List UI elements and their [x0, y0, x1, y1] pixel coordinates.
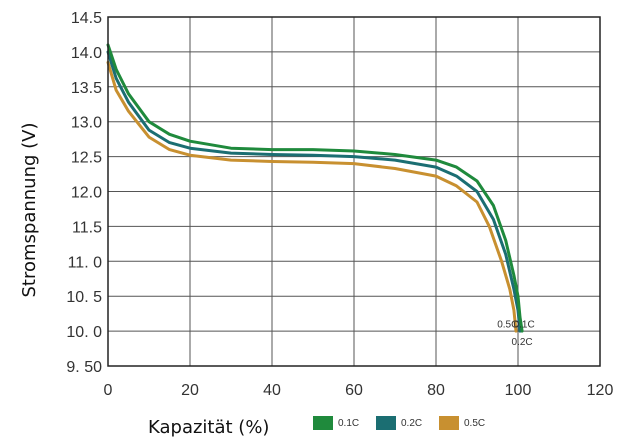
y-tick-label: 12.5 — [71, 150, 102, 167]
series-end-label: 0.2C — [512, 337, 533, 348]
legend-label: 0.1C — [338, 418, 359, 429]
legend-swatch — [313, 416, 333, 430]
x-tick-label: 80 — [427, 382, 445, 399]
y-axis-label: Stromspannung (V) — [19, 122, 40, 297]
series-line-0-5C — [106, 60, 518, 333]
y-tick-label: 9. 50 — [66, 359, 102, 376]
plot-frame — [107, 16, 601, 367]
series-lines — [106, 43, 524, 333]
y-tick-label: 11.5 — [72, 219, 102, 236]
legend-label: 0.2C — [401, 418, 422, 429]
x-tick-labels: 0 20 40 60 80 100 120 — [104, 382, 614, 399]
y-tick-label: 14.0 — [71, 45, 102, 62]
y-tick-label: 10. 5 — [66, 289, 102, 306]
y-tick-labels: 9. 50 10. 0 10. 5 11. 0 11.5 12.0 12.5 13.0 13.5… — [66, 10, 102, 376]
legend-swatch — [376, 416, 396, 430]
x-tick-label: 0 — [104, 382, 113, 399]
series-end-label: 0.5C — [497, 320, 518, 331]
legend-label: 0.5C — [464, 418, 485, 429]
x-axis-label: Kapazität (%) — [148, 417, 269, 438]
x-tick-label: 40 — [263, 382, 281, 399]
y-tick-label: 14.5 — [71, 10, 102, 27]
legend-swatch — [439, 416, 459, 430]
legend: 0.1C 0.2C 0.5C — [313, 416, 485, 430]
y-tick-label: 12.0 — [71, 185, 102, 202]
grid — [107, 16, 601, 367]
end-annotations: 0.5C0.1C 0.2C — [497, 320, 535, 348]
y-tick-label: 11. 0 — [68, 254, 103, 271]
y-tick-label: 13.5 — [71, 80, 102, 97]
series-line-0-1C — [106, 43, 524, 333]
series-line-0-2C — [106, 50, 522, 333]
x-tick-label: 60 — [345, 382, 363, 399]
series-end-label: 0.1C — [514, 320, 535, 331]
x-tick-label: 20 — [181, 382, 199, 399]
y-tick-label: 10. 0 — [66, 324, 102, 341]
x-tick-label: 120 — [587, 382, 614, 399]
y-tick-label: 13.0 — [71, 115, 102, 132]
x-tick-label: 100 — [505, 382, 532, 399]
